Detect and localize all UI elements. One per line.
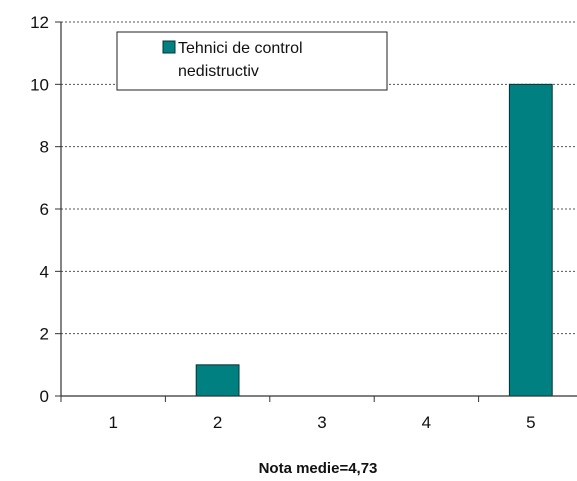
x-tick-labels: 1 2 3 4 5 xyxy=(108,413,535,432)
bar-2 xyxy=(195,364,240,397)
legend-box xyxy=(116,31,388,91)
x-axis-label: Nota medie=4,73 xyxy=(259,460,378,477)
x-tick-label: 5 xyxy=(526,413,535,432)
bar-5 xyxy=(508,83,553,397)
y-tick-label: 10 xyxy=(30,75,49,94)
y-tick-label: 8 xyxy=(40,138,49,157)
y-tick-labels: 0 2 4 6 8 10 12 xyxy=(30,13,49,406)
bars xyxy=(195,83,553,397)
axes xyxy=(55,21,577,402)
y-tick-label: 0 xyxy=(40,387,49,406)
x-tick-label: 1 xyxy=(108,413,117,432)
legend-label-line-2: nedistructiv xyxy=(178,63,259,80)
legend-swatch xyxy=(162,40,176,54)
y-tick-label: 4 xyxy=(40,262,49,281)
x-tick-label: 4 xyxy=(422,413,431,432)
x-tick-label: 2 xyxy=(213,413,222,432)
legend: Tehnici de control nedistructiv xyxy=(116,31,388,91)
y-tick-label: 2 xyxy=(40,325,49,344)
y-tick-label: 6 xyxy=(40,200,49,219)
x-tick-label: 3 xyxy=(317,413,326,432)
legend-label-line-1: Tehnici de control xyxy=(178,40,303,57)
y-tick-label: 12 xyxy=(30,13,49,32)
